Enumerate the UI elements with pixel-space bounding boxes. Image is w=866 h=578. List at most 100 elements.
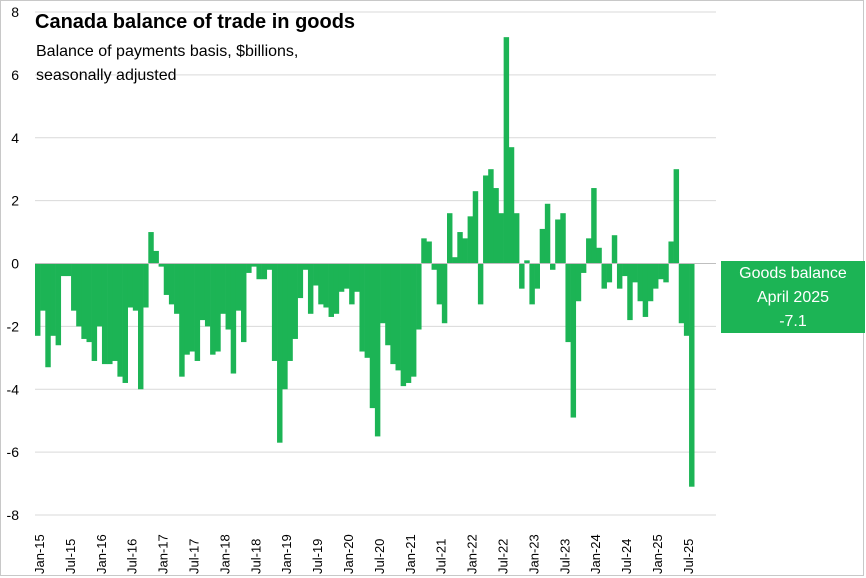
bar <box>292 263 298 339</box>
bar <box>338 263 345 292</box>
bar <box>658 263 664 280</box>
bar <box>606 263 613 283</box>
bar <box>117 263 123 377</box>
bar <box>513 213 520 264</box>
bar <box>601 263 607 289</box>
bar <box>302 263 309 270</box>
bar <box>550 263 556 270</box>
bar <box>86 263 92 343</box>
callout-series-label: Goods balance <box>739 265 847 282</box>
y-tick-label: -8 <box>7 507 20 523</box>
bar <box>256 263 262 280</box>
bar <box>71 263 77 311</box>
x-tick-label: Jan-25 <box>650 534 665 574</box>
bar <box>210 263 216 355</box>
bar <box>483 175 489 264</box>
bar <box>632 263 638 283</box>
x-tick-label: Jul-16 <box>125 539 140 574</box>
x-tick-label: Jul-24 <box>619 539 634 574</box>
bar <box>488 169 494 264</box>
bar <box>241 263 247 343</box>
bar <box>127 263 134 308</box>
bar <box>328 263 334 317</box>
bar <box>508 147 515 264</box>
bar <box>493 188 499 264</box>
x-tick-label: Jul-15 <box>63 539 78 574</box>
bar <box>436 263 443 305</box>
bar <box>678 263 685 324</box>
y-tick-label: 4 <box>11 130 19 146</box>
bar <box>96 263 103 327</box>
bar <box>457 232 463 264</box>
bar <box>189 263 195 352</box>
bar <box>323 263 329 308</box>
bar <box>184 263 190 355</box>
bar <box>663 263 669 283</box>
bar <box>591 188 597 264</box>
bar <box>266 263 273 270</box>
y-tick-label: 2 <box>11 193 19 209</box>
bar <box>194 263 201 361</box>
bar <box>580 263 587 273</box>
bar <box>472 191 479 264</box>
latest-value-callout: Goods balance April 2025 -7.1 <box>721 261 865 333</box>
x-tick-label: Jul-25 <box>681 539 696 574</box>
bar <box>50 263 56 336</box>
y-tick-label: 6 <box>11 67 19 83</box>
x-tick-label: Jul-20 <box>372 539 387 574</box>
bar <box>390 263 396 365</box>
bar <box>575 263 582 302</box>
bar <box>235 263 242 311</box>
gridlines <box>35 11 716 516</box>
bar <box>400 263 407 387</box>
bar <box>441 263 448 324</box>
y-tick-label: -2 <box>7 318 20 334</box>
x-tick-label: Jul-23 <box>557 539 572 574</box>
y-tick-label: -6 <box>7 444 20 460</box>
x-tick-label: Jul-19 <box>310 539 325 574</box>
x-tick-label: Jan-19 <box>279 534 294 574</box>
bar <box>596 247 602 264</box>
bar <box>45 263 51 368</box>
bar <box>503 37 510 264</box>
bar <box>35 263 41 336</box>
callout-period: April 2025 <box>756 289 830 306</box>
bar <box>271 263 278 361</box>
bar <box>477 263 484 305</box>
bar <box>405 263 412 383</box>
bar <box>611 235 618 264</box>
chart-subtitle-line-2: seasonally adjusted <box>36 67 177 84</box>
bar <box>287 263 293 361</box>
bar <box>282 263 288 390</box>
bar <box>586 238 592 264</box>
bar <box>565 263 571 343</box>
bar <box>560 213 566 264</box>
bar <box>318 263 324 305</box>
bar <box>616 263 623 289</box>
y-tick-label: 0 <box>11 256 19 272</box>
bar <box>627 263 633 321</box>
bar <box>313 263 319 286</box>
bar <box>570 263 577 418</box>
bar <box>40 263 46 311</box>
bar <box>452 257 458 264</box>
y-tick-label: -4 <box>7 381 20 397</box>
y-tick-label: 8 <box>11 4 19 20</box>
bar <box>544 203 551 264</box>
bar <box>112 263 118 361</box>
bar <box>220 263 226 314</box>
x-tick-label: Jan-23 <box>526 534 541 574</box>
bar <box>204 263 211 327</box>
bar <box>622 263 628 277</box>
x-tick-label: Jan-16 <box>94 534 109 574</box>
bar <box>174 263 180 314</box>
bar-series <box>35 37 695 487</box>
x-tick-labels: Jan-15 Jul-15 Jan-16 Jul-16 Jan-17 Jul-17 Jan-… <box>32 534 696 574</box>
bar <box>354 263 360 292</box>
bar <box>138 263 144 390</box>
bar <box>297 263 304 299</box>
bar <box>132 263 139 311</box>
bar <box>168 263 175 305</box>
bar <box>395 263 401 371</box>
bar <box>199 263 206 321</box>
